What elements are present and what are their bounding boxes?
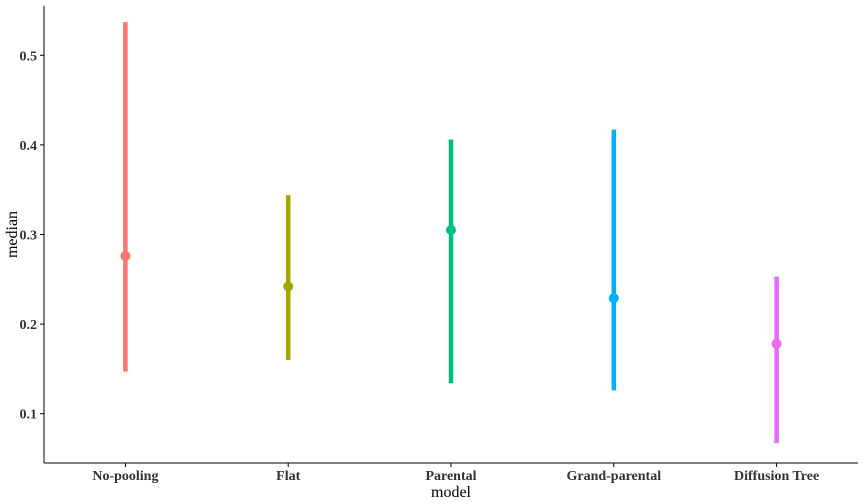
y-tick-label: 0.1: [20, 408, 38, 423]
point-range-no-pooling: [120, 22, 131, 372]
x-axis-ticks: No-pooling Flat Parental Grand-parental Diff…: [92, 463, 819, 484]
x-tick-label: No-pooling: [92, 469, 158, 484]
median-point: [446, 225, 456, 236]
median-point: [283, 281, 294, 292]
x-tick-label: Diffusion Tree: [734, 469, 819, 484]
y-tick-label: 0.3: [20, 229, 38, 244]
point-range-flat: [283, 195, 294, 360]
y-tick-label: 0.5: [20, 49, 38, 64]
x-axis-title: model: [431, 484, 472, 501]
x-tick-label: Flat: [276, 469, 300, 484]
y-axis-ticks: 0.1 0.2 0.3 0.4 0.5: [20, 49, 44, 423]
x-tick-label: Grand-parental: [566, 469, 661, 484]
point-range-grand-parental: [608, 129, 619, 391]
median-point: [608, 293, 619, 304]
point-range-diffusion-tree: [771, 276, 782, 444]
point-range-parental: [446, 139, 456, 384]
median-point: [120, 251, 131, 262]
y-tick-label: 0.2: [20, 318, 38, 333]
x-tick-label: Parental: [425, 469, 476, 484]
median-point: [771, 338, 782, 349]
y-tick-label: 0.4: [20, 139, 38, 154]
y-axis-title: median: [4, 211, 21, 258]
chart-marks: [120, 22, 782, 444]
